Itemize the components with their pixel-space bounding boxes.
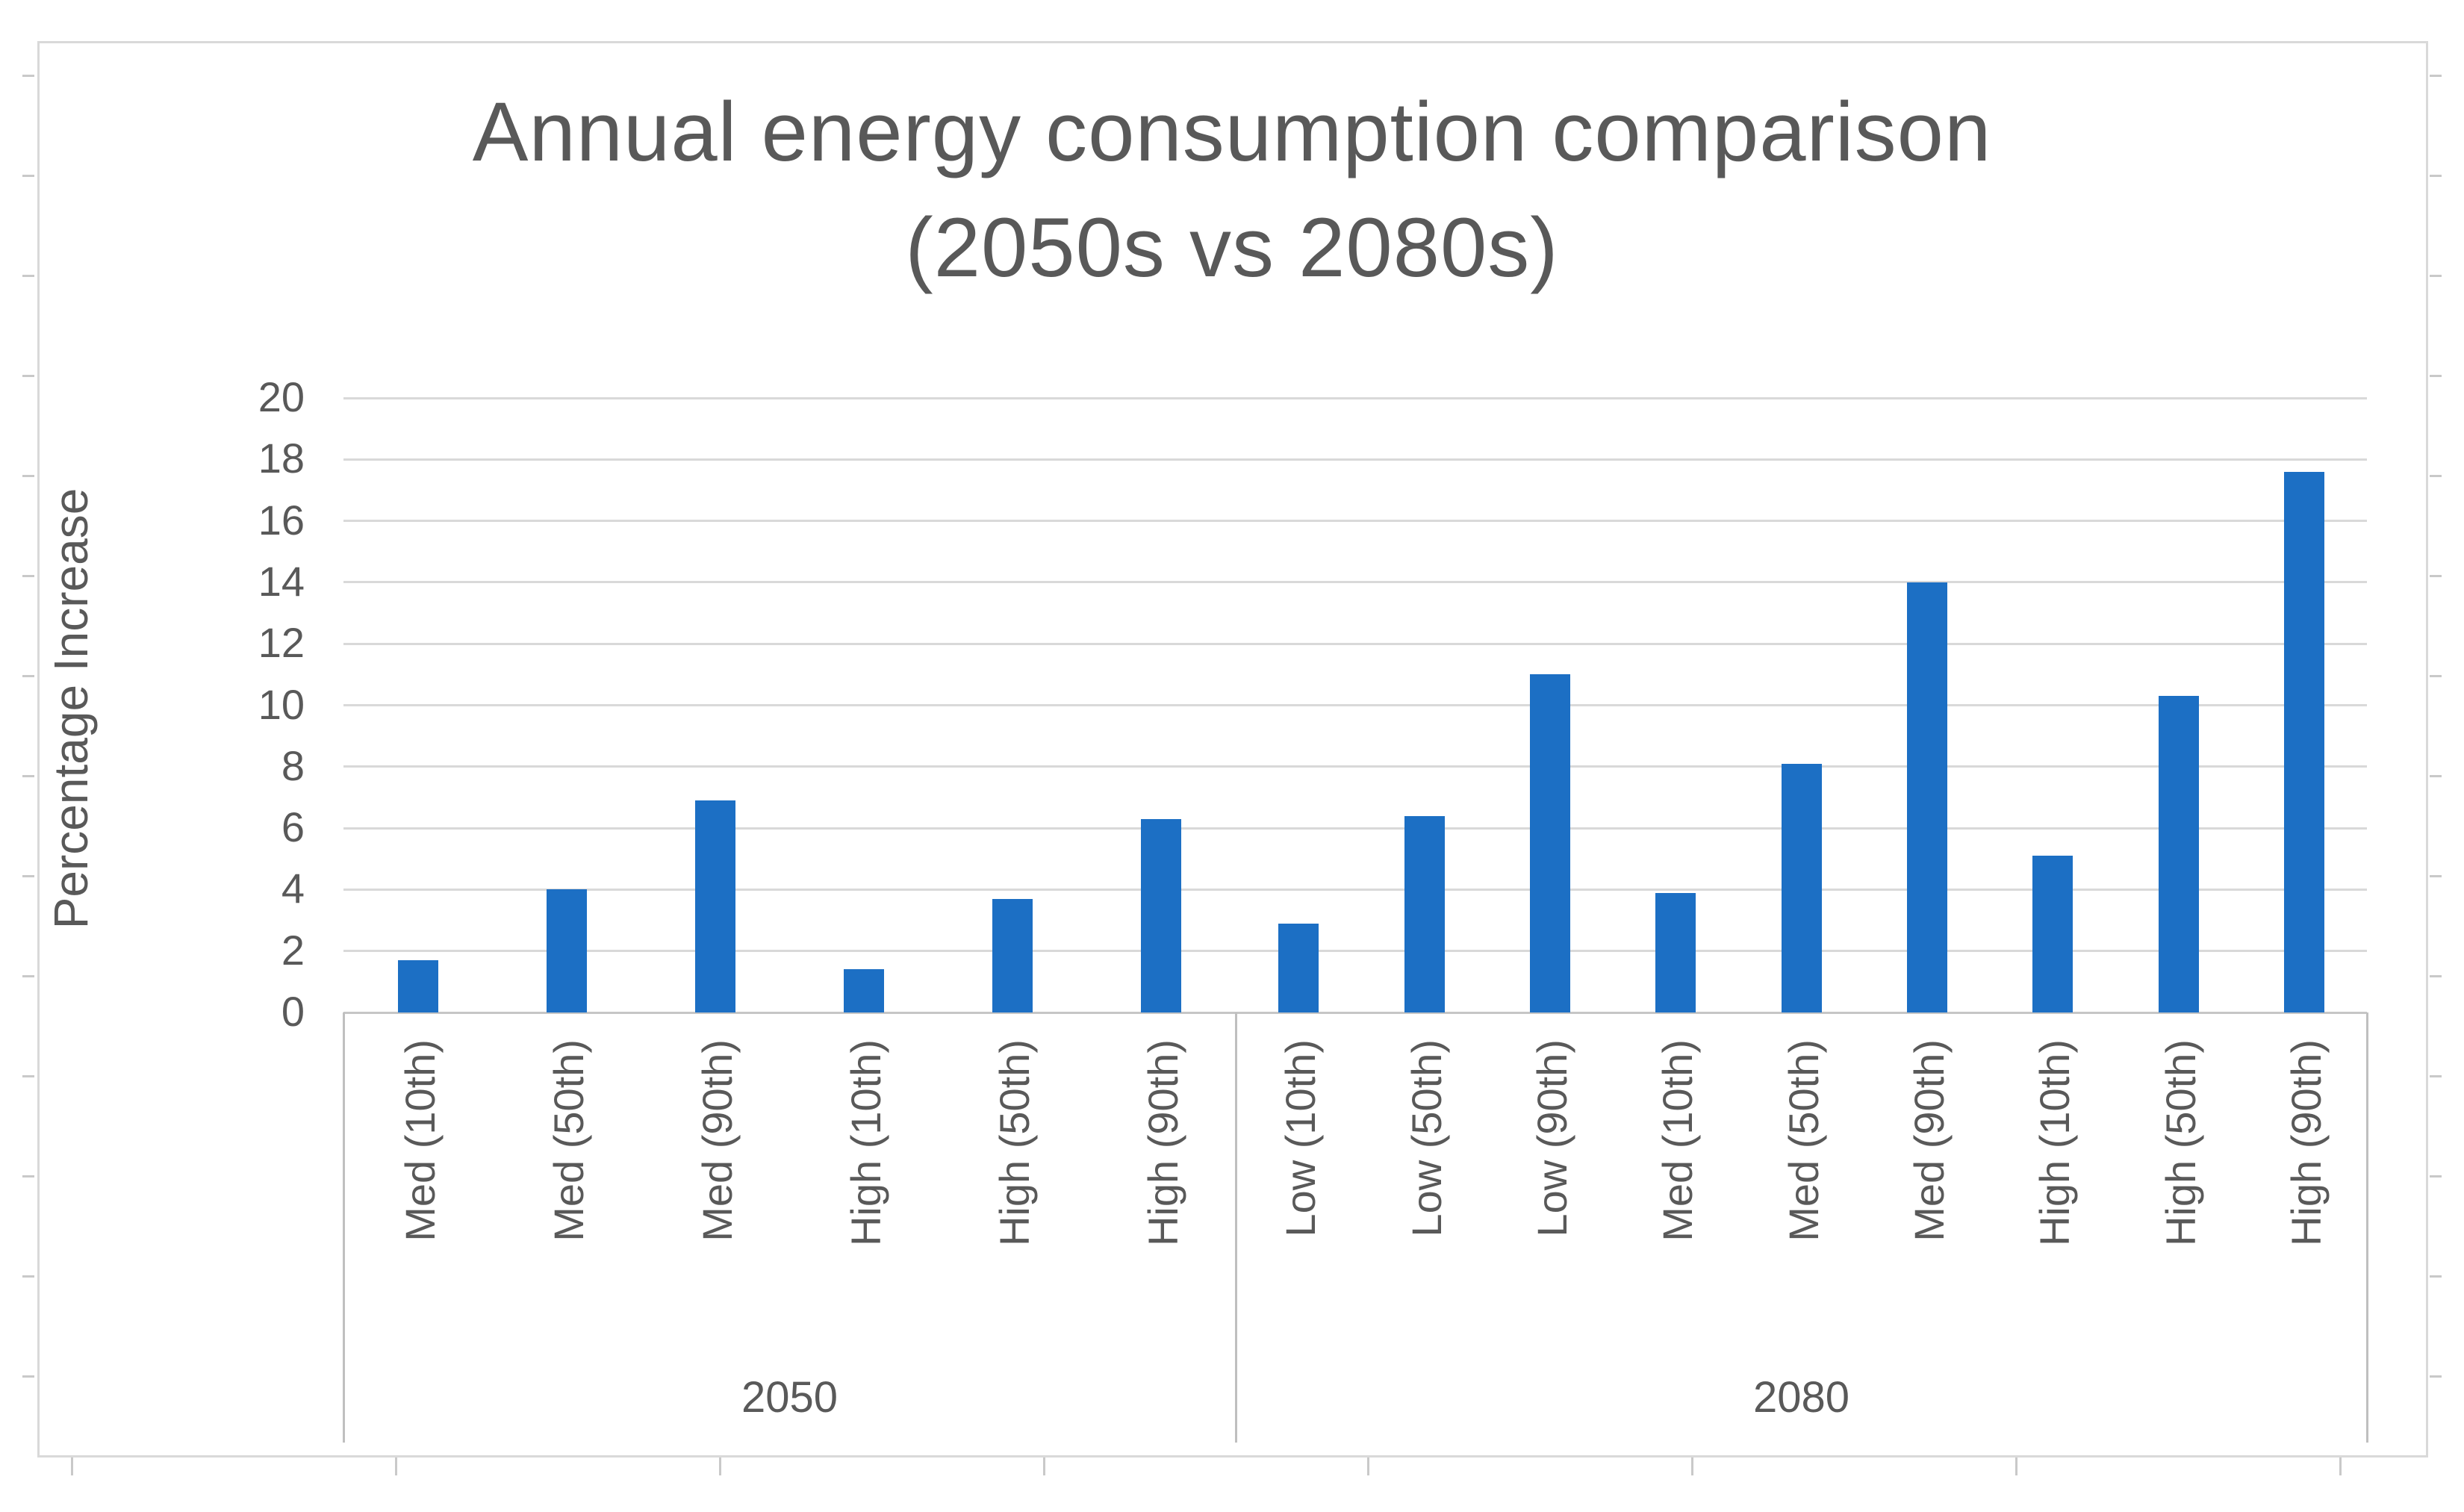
bar <box>2032 856 2073 1012</box>
bar <box>1655 892 1696 1012</box>
gridline <box>343 458 2367 461</box>
bar <box>992 898 1033 1012</box>
bar <box>1278 923 1319 1012</box>
bar <box>1529 674 1570 1012</box>
frame-tick <box>2430 375 2442 377</box>
bar <box>1906 582 1947 1012</box>
category-label: Med (10th) <box>1654 1039 1702 1242</box>
bar <box>694 800 735 1012</box>
group-separator <box>2365 1012 2368 1443</box>
frame-tick <box>2430 775 2442 777</box>
category-label: Med (10th) <box>396 1039 444 1242</box>
frame-tick <box>719 1457 721 1475</box>
y-tick-label: 20 <box>258 373 305 420</box>
gridline <box>343 765 2367 768</box>
frame-tick <box>2430 875 2442 877</box>
category-label: High (50th) <box>991 1039 1039 1247</box>
gridline <box>343 827 2367 830</box>
frame-tick <box>22 975 34 977</box>
gridline <box>343 642 2367 645</box>
bar <box>1404 815 1445 1012</box>
frame-tick <box>22 575 34 577</box>
group-separator <box>342 1012 345 1443</box>
frame-tick <box>2430 475 2442 477</box>
frame-tick <box>2430 75 2442 77</box>
frame-tick <box>1367 1457 1369 1475</box>
chart-title-line1: Annual energy consumption comparison <box>472 85 1992 178</box>
frame-tick <box>2339 1457 2342 1475</box>
category-label: Med (90th) <box>693 1039 741 1242</box>
frame-tick <box>71 1457 73 1475</box>
category-label: High (90th) <box>2282 1039 2330 1247</box>
frame-tick <box>2430 675 2442 677</box>
frame-tick <box>22 1275 34 1278</box>
y-tick-label: 18 <box>258 435 305 482</box>
frame-tick <box>22 875 34 877</box>
group-label: 2050 <box>741 1373 839 1422</box>
y-tick-label: 16 <box>258 496 305 544</box>
y-tick-label: 0 <box>281 988 305 1035</box>
category-label: High (10th) <box>842 1039 890 1247</box>
gridline <box>343 581 2367 584</box>
frame-tick <box>2430 175 2442 177</box>
bar <box>844 969 885 1012</box>
y-tick-label: 2 <box>281 926 305 974</box>
bar <box>397 960 438 1012</box>
frame-tick <box>2430 1375 2442 1378</box>
frame-tick <box>22 475 34 477</box>
frame-tick <box>395 1457 397 1475</box>
frame-tick <box>22 75 34 77</box>
frame-tick <box>2430 275 2442 277</box>
frame-tick <box>22 1175 34 1177</box>
group-label: 2080 <box>1752 1373 1850 1422</box>
frame-tick <box>2430 1075 2442 1077</box>
frame-tick <box>2430 975 2442 977</box>
category-label: Low (10th) <box>1277 1039 1325 1237</box>
y-axis-title: Percentage Increase <box>44 488 98 930</box>
y-tick-label: 6 <box>281 803 305 851</box>
frame-tick <box>2430 1275 2442 1278</box>
frame-tick <box>2430 575 2442 577</box>
frame-tick <box>22 675 34 677</box>
frame-tick <box>1691 1457 1693 1475</box>
gridline <box>343 396 2367 399</box>
bar <box>2158 696 2199 1012</box>
y-tick-label: 10 <box>258 680 305 728</box>
y-tick-label: 12 <box>258 619 305 667</box>
gridline <box>343 704 2367 706</box>
bar <box>1781 763 1822 1012</box>
frame-tick <box>22 175 34 177</box>
category-label: Med (50th) <box>1779 1039 1827 1242</box>
gridline <box>343 520 2367 523</box>
category-label: Med (50th) <box>544 1039 592 1242</box>
y-tick-label: 4 <box>281 865 305 912</box>
outer-frame <box>37 41 2428 1457</box>
y-tick-label: 8 <box>281 741 305 789</box>
frame-tick <box>22 775 34 777</box>
bar <box>1141 818 1182 1012</box>
frame-tick <box>1043 1457 1045 1475</box>
gridline <box>343 888 2367 891</box>
chart-title-line2: (2050s vs 2080s) <box>905 200 1559 294</box>
frame-tick <box>22 1375 34 1378</box>
group-separator <box>1234 1012 1237 1443</box>
category-label: High (90th) <box>1139 1039 1187 1247</box>
gridline <box>343 950 2367 953</box>
frame-tick <box>2430 1175 2442 1177</box>
frame-tick <box>22 375 34 377</box>
y-tick-label: 14 <box>258 557 305 605</box>
frame-tick <box>22 1075 34 1077</box>
frame-tick <box>2015 1457 2017 1475</box>
bar <box>546 889 587 1012</box>
chart-title: Annual energy consumption comparison (20… <box>0 75 2464 305</box>
category-label: Med (90th) <box>1905 1039 1953 1242</box>
category-label: High (10th) <box>2031 1039 2079 1247</box>
bar <box>2283 471 2324 1012</box>
x-axis-line <box>343 1011 2367 1014</box>
category-label: High (50th) <box>2156 1039 2204 1247</box>
category-label: Low (50th) <box>1402 1039 1450 1237</box>
frame-tick <box>22 275 34 277</box>
category-label: Low (90th) <box>1528 1039 1575 1237</box>
